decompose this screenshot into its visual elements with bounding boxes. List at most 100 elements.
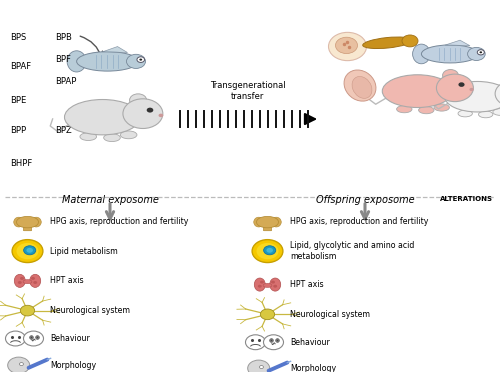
Circle shape (436, 74, 474, 102)
Circle shape (26, 248, 33, 253)
Ellipse shape (422, 45, 478, 63)
Circle shape (137, 57, 144, 62)
Circle shape (146, 108, 154, 113)
Ellipse shape (352, 77, 372, 98)
Circle shape (480, 51, 482, 53)
Text: Lipid, glycolytic and amino acid
metabolism: Lipid, glycolytic and amino acid metabol… (290, 241, 414, 261)
Text: HPT axis: HPT axis (50, 276, 84, 285)
Ellipse shape (67, 51, 86, 72)
Circle shape (24, 331, 44, 346)
Ellipse shape (382, 75, 452, 108)
Ellipse shape (254, 278, 266, 291)
Ellipse shape (104, 134, 120, 142)
Ellipse shape (478, 111, 493, 118)
Ellipse shape (344, 70, 376, 101)
Ellipse shape (362, 37, 412, 49)
Ellipse shape (412, 44, 430, 64)
Ellipse shape (468, 47, 485, 61)
Circle shape (20, 277, 24, 280)
Text: Neurological system: Neurological system (290, 310, 370, 319)
Circle shape (33, 281, 37, 284)
Ellipse shape (418, 106, 434, 114)
Text: HPT axis: HPT axis (290, 280, 324, 289)
Text: BPF: BPF (55, 55, 71, 64)
Circle shape (12, 240, 43, 263)
Circle shape (260, 309, 274, 320)
Text: Maternal exposome: Maternal exposome (62, 195, 158, 205)
Ellipse shape (30, 274, 40, 288)
Circle shape (246, 335, 266, 350)
Circle shape (158, 113, 164, 117)
Text: Lipid metabolism: Lipid metabolism (50, 247, 118, 256)
Text: BPAP: BPAP (55, 77, 76, 86)
Text: Behaviour: Behaviour (290, 338, 330, 347)
Ellipse shape (493, 109, 500, 115)
Ellipse shape (23, 280, 32, 284)
Text: HPG axis, reproduction and fertility: HPG axis, reproduction and fertility (50, 217, 188, 226)
Circle shape (123, 99, 163, 128)
Text: Behaviour: Behaviour (50, 334, 90, 343)
Circle shape (264, 335, 283, 350)
Ellipse shape (270, 278, 280, 291)
Text: BPP: BPP (10, 126, 26, 135)
Polygon shape (445, 40, 470, 46)
Text: Transgenerational
transfer: Transgenerational transfer (210, 81, 286, 101)
Circle shape (6, 331, 25, 346)
Text: Morphology: Morphology (290, 364, 336, 372)
Circle shape (478, 50, 484, 55)
Ellipse shape (458, 110, 472, 117)
Circle shape (258, 285, 262, 288)
Text: Neurological system: Neurological system (50, 306, 130, 315)
Ellipse shape (126, 54, 146, 68)
Text: BPE: BPE (10, 96, 26, 105)
Text: BPAF: BPAF (10, 62, 31, 71)
Circle shape (260, 280, 264, 283)
Ellipse shape (120, 131, 137, 139)
Circle shape (140, 58, 142, 61)
Ellipse shape (32, 217, 41, 227)
FancyBboxPatch shape (24, 222, 32, 231)
Ellipse shape (263, 283, 272, 288)
Circle shape (470, 88, 474, 91)
Ellipse shape (14, 274, 26, 288)
Circle shape (20, 363, 24, 366)
Circle shape (264, 246, 276, 255)
Ellipse shape (64, 99, 140, 135)
Text: BPZ: BPZ (55, 126, 72, 135)
Text: BHPF: BHPF (10, 159, 32, 168)
Text: ALTERATIONS: ALTERATIONS (440, 196, 492, 202)
Polygon shape (102, 46, 128, 52)
Ellipse shape (76, 52, 138, 71)
Circle shape (271, 280, 275, 283)
Ellipse shape (256, 217, 278, 228)
Text: BPS: BPS (10, 33, 26, 42)
Circle shape (256, 243, 278, 259)
Circle shape (24, 246, 36, 255)
Ellipse shape (434, 104, 450, 111)
Circle shape (16, 243, 38, 259)
Circle shape (248, 360, 270, 372)
Text: BPB: BPB (55, 33, 72, 42)
Ellipse shape (14, 217, 24, 227)
Text: Morphology: Morphology (50, 361, 96, 370)
Circle shape (130, 94, 146, 106)
Circle shape (8, 357, 30, 372)
Circle shape (266, 248, 273, 253)
Circle shape (18, 281, 22, 284)
Ellipse shape (444, 81, 500, 112)
Circle shape (31, 277, 35, 280)
Text: Offspring exposome: Offspring exposome (316, 195, 414, 205)
Circle shape (20, 305, 34, 316)
Circle shape (336, 37, 357, 54)
Circle shape (442, 70, 458, 81)
Ellipse shape (272, 217, 281, 227)
Ellipse shape (396, 106, 412, 113)
Circle shape (260, 366, 264, 369)
Circle shape (252, 240, 283, 263)
Circle shape (495, 81, 500, 106)
Ellipse shape (16, 217, 38, 228)
Text: HPG axis, reproduction and fertility: HPG axis, reproduction and fertility (290, 217, 428, 226)
Circle shape (458, 82, 464, 87)
Ellipse shape (80, 133, 96, 141)
FancyBboxPatch shape (264, 222, 272, 231)
